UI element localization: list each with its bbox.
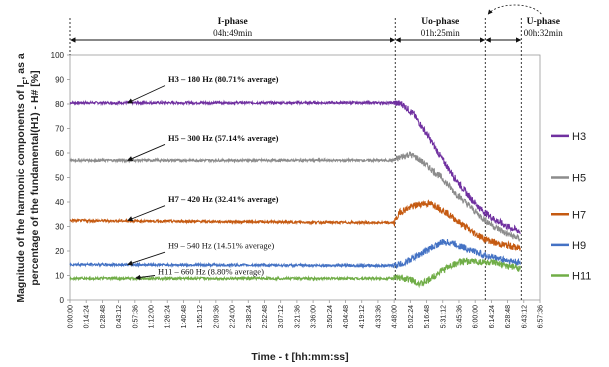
y-tick-label: 40	[55, 198, 64, 207]
x-tick-label: 2:09:36	[213, 305, 220, 328]
x-tick-label: 4:48:00	[392, 305, 399, 328]
x-tick-label: 5:16:48	[424, 305, 431, 328]
phase-markers	[69, 18, 522, 300]
x-tick-label: 3:07:12	[278, 305, 285, 328]
u-phase-pointer-arrow	[487, 4, 542, 15]
x-tick-label: 6:14:24	[489, 305, 496, 328]
legend-label-h7: H7	[572, 209, 586, 221]
y-axis-label-line1-prefix: Magnitude of the harmonic components of …	[15, 84, 27, 302]
annotation-arrow	[127, 251, 166, 266]
y-tick-label: 20	[55, 247, 64, 256]
x-axis-label-suffix: [hh:mm:ss]	[289, 351, 349, 363]
phase-duration: 04h:49min	[213, 28, 253, 38]
annotation-arrow	[127, 85, 166, 104]
series-line-h11	[69, 257, 521, 289]
legend-label-h5: H5	[572, 173, 586, 185]
x-tick-label: 3:50:24	[327, 305, 334, 328]
x-tick-label: 3:36:00	[311, 305, 318, 328]
annotation-label: H5 – 300 Hz (57.14% average)	[168, 133, 279, 143]
x-tick-label: 2:52:48	[262, 305, 269, 328]
legend: H3 H5 H7 H9 H11	[551, 131, 591, 283]
phase-duration: 00h:32min	[524, 28, 564, 38]
x-tick-label: 4:33:36	[375, 305, 382, 328]
y-tick-label: 0	[60, 296, 65, 305]
annotation-label: H9 – 540 Hz (14.51% average)	[168, 241, 274, 251]
series-lines	[69, 99, 521, 289]
x-tick-label: 5:31:12	[440, 305, 447, 328]
y-tick-label: 100	[51, 51, 65, 60]
series-line-h9	[69, 238, 521, 269]
y-tick-label: 60	[55, 149, 64, 158]
x-tick-label: 0:43:12	[116, 305, 123, 328]
y-axis: 0 10 20 30 40 50 60 70 80 90 100	[51, 51, 70, 305]
annotations: H3 – 180 Hz (80.71% average) H5 – 300 Hz …	[127, 74, 279, 281]
x-tick-label: 3:21:36	[294, 305, 301, 328]
y-tick-label: 30	[55, 223, 64, 232]
legend-label-h9: H9	[572, 240, 586, 252]
x-axis: 0:00:00 0:14:24 0:28:48 0:43:12 0:57:36 1:12:…	[68, 300, 545, 328]
annotation-arrow	[127, 144, 166, 162]
annotation-arrow	[127, 205, 166, 222]
x-axis-label-prefix: Time -	[251, 351, 285, 363]
svg-text:Magnitude of the harmonic comp: Magnitude of the harmonic components of …	[15, 53, 31, 302]
y-tick-label: 50	[55, 174, 64, 183]
x-tick-label: 4:19:12	[359, 305, 366, 328]
legend-label-h3: H3	[572, 131, 586, 143]
phase-title: U-phase	[527, 17, 560, 27]
x-tick-label: 5:45:36	[456, 305, 463, 328]
y-tick-label: 90	[55, 76, 64, 85]
annotation-arrow	[135, 274, 156, 281]
x-axis-label-var: t	[285, 351, 289, 363]
x-tick-label: 1:12:00	[149, 305, 156, 328]
y-axis-label-line2: percentage of the fundamental(H1) - H# […	[29, 70, 41, 285]
x-tick-label: 4:04:48	[343, 305, 350, 328]
x-tick-label: 2:24:00	[230, 305, 237, 328]
x-tick-label: 1:40:48	[181, 305, 188, 328]
y-axis-label: Magnitude of the harmonic components of …	[15, 53, 41, 302]
phase-duration: 01h:25min	[421, 28, 461, 38]
x-tick-label: 6:43:12	[521, 305, 528, 328]
annotation-label: H3 – 180 Hz (80.71% average)	[168, 74, 279, 84]
series-line-h3	[69, 99, 521, 234]
y-axis-label-line1-sub: F	[22, 80, 31, 85]
x-tick-label: 6:28:48	[505, 305, 512, 328]
series-line-h7	[69, 199, 521, 252]
x-tick-label: 1:26:24	[165, 305, 172, 328]
x-tick-label: 0:00:00	[68, 305, 75, 328]
x-tick-label: 0:28:48	[100, 305, 107, 328]
phase-title: I-phase	[218, 17, 248, 27]
phase-title: Uo-phase	[421, 17, 459, 27]
x-tick-label: 0:57:36	[132, 305, 139, 328]
series-line-h5	[69, 151, 521, 243]
annotation-label: H11 – 660 Hz (8.80% average)	[158, 266, 264, 276]
x-tick-label: 5:02:24	[408, 305, 415, 328]
y-tick-label: 70	[55, 125, 64, 134]
x-tick-label: 6:57:36	[538, 305, 545, 328]
legend-label-h11: H11	[572, 271, 591, 283]
annotation-label: H7 – 420 Hz (32.41% average)	[168, 194, 279, 204]
x-tick-label: 6:00:00	[473, 305, 480, 328]
x-tick-label: 2:38:24	[246, 305, 253, 328]
x-axis-label: Time - t [hh:mm:ss]	[251, 351, 348, 363]
y-tick-label: 80	[55, 100, 64, 109]
y-axis-label-line1-suffix: , as a	[15, 53, 27, 79]
x-tick-label: 0:14:24	[84, 305, 91, 328]
x-tick-label: 1:55:12	[197, 305, 204, 328]
y-tick-label: 10	[55, 272, 64, 281]
